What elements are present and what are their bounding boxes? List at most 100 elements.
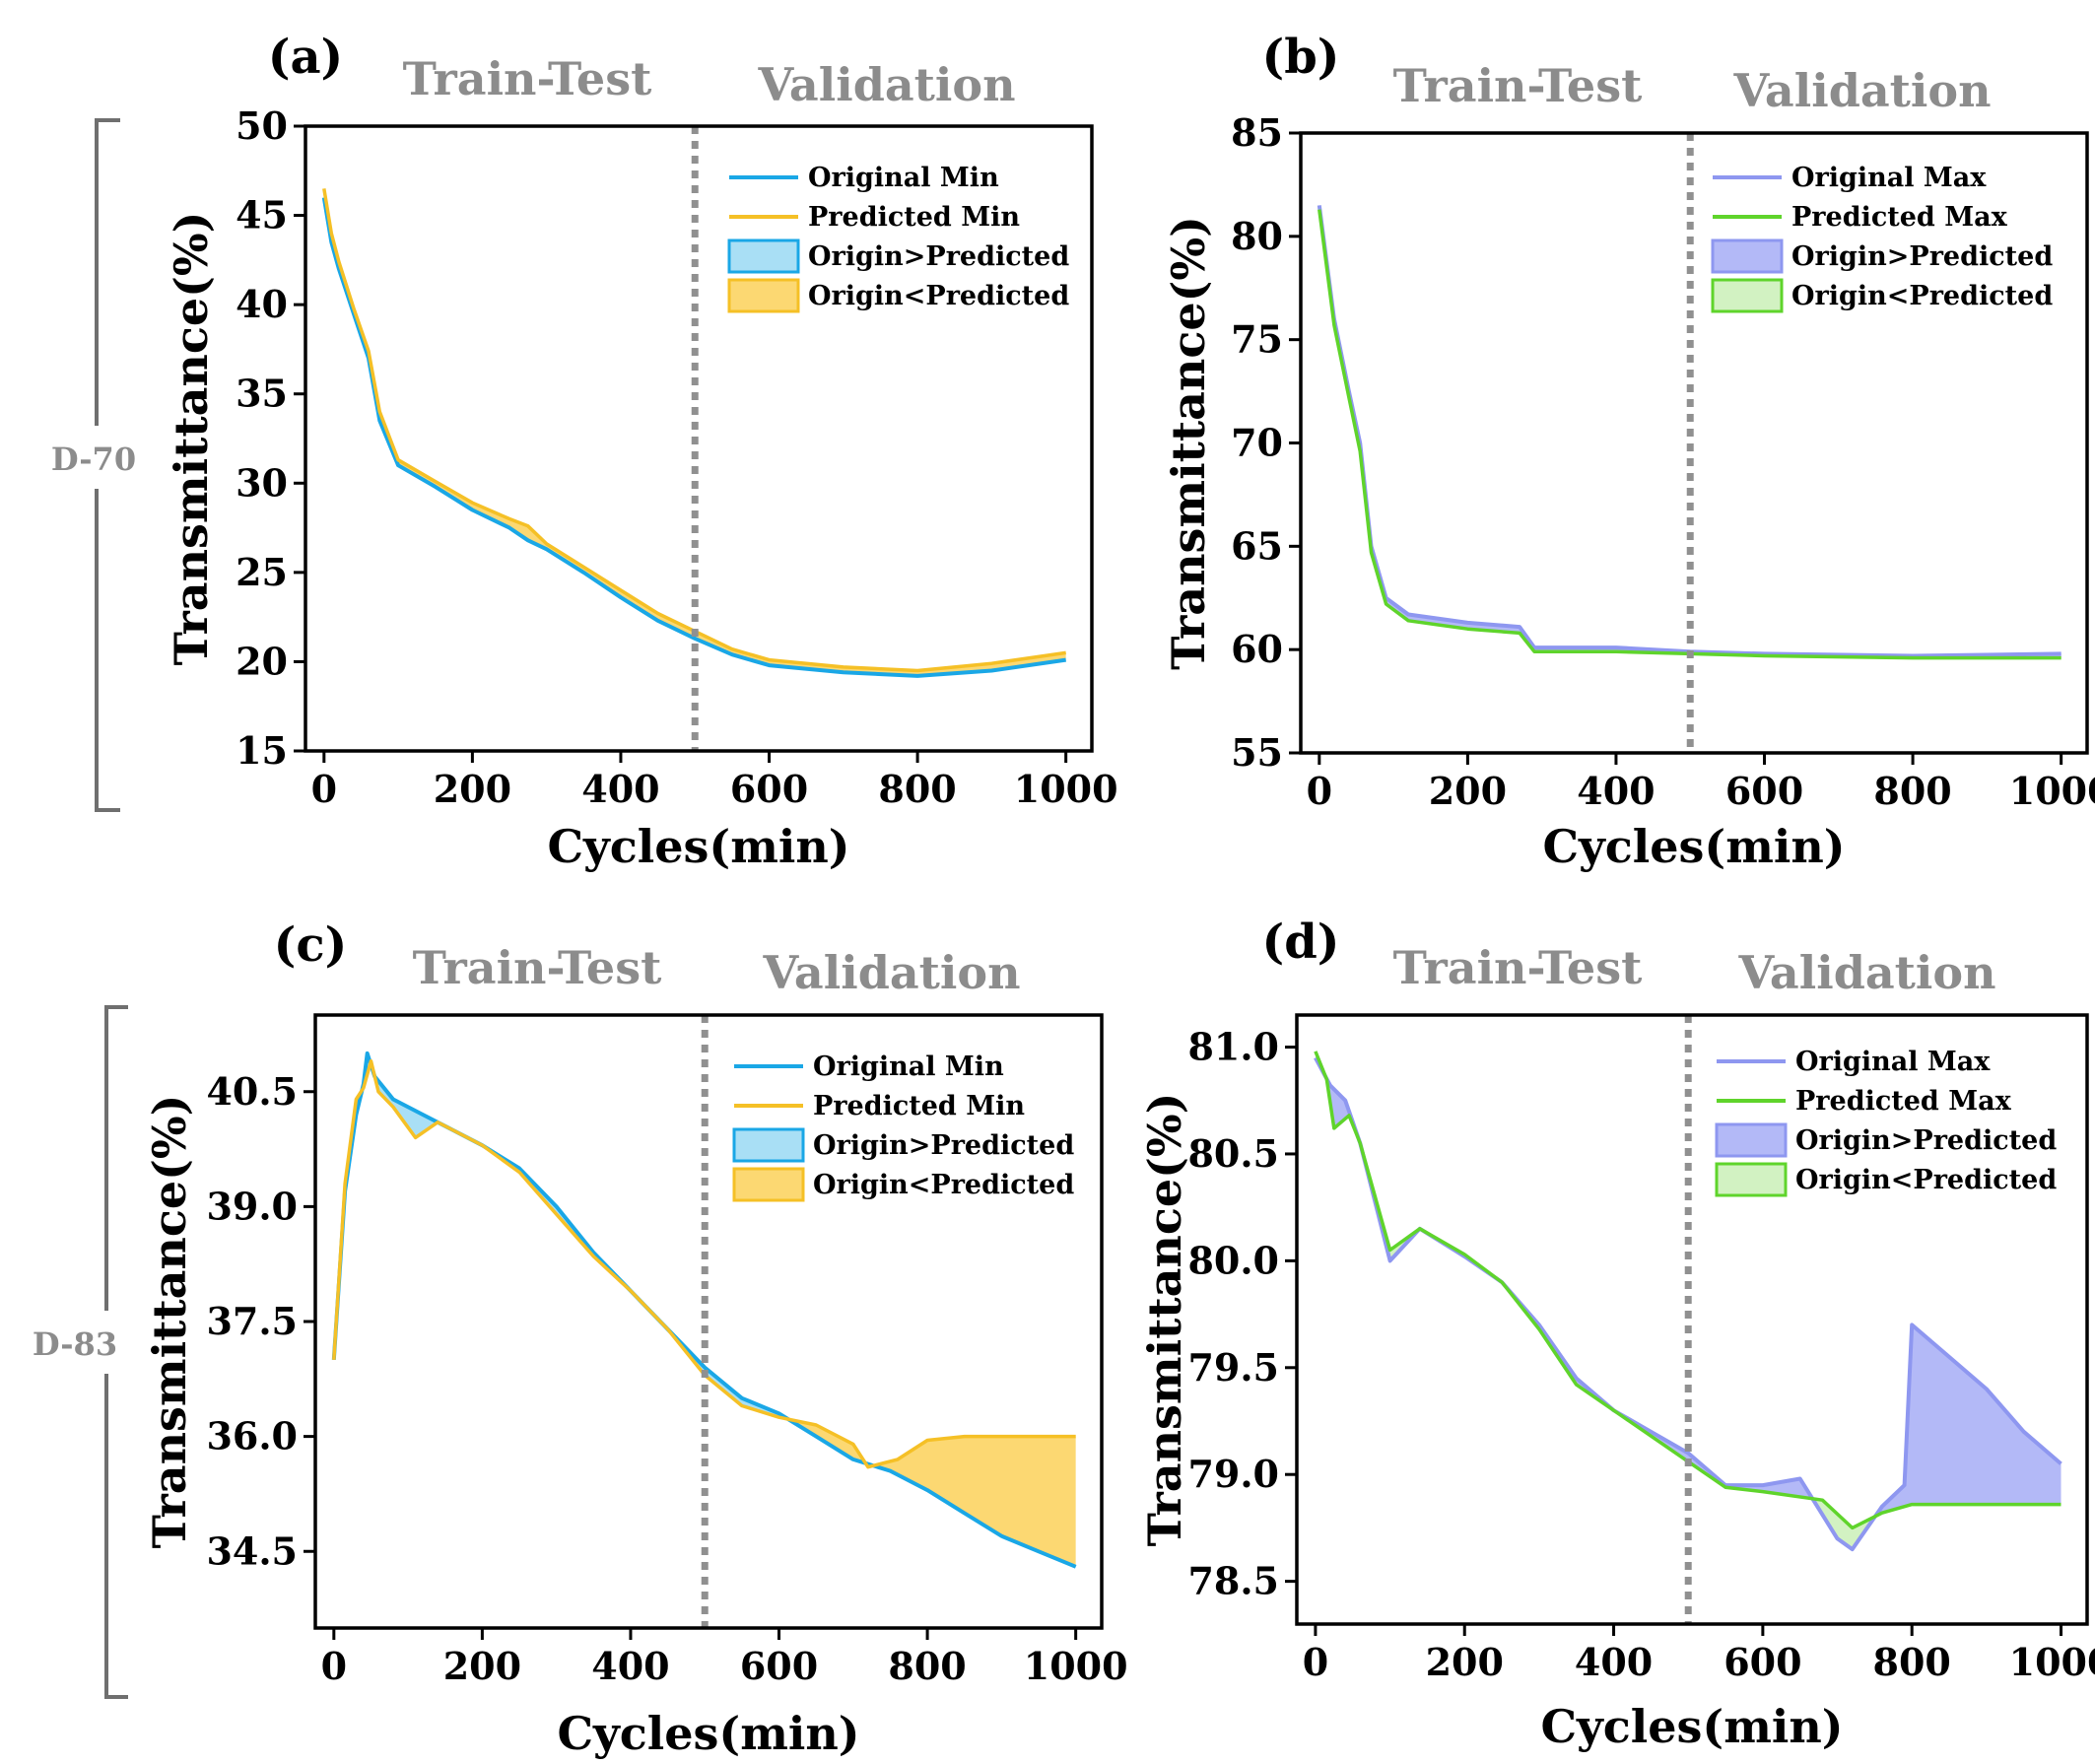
series-line-predicted	[322, 188, 1066, 673]
region-label-validation: Validation	[757, 58, 1015, 111]
legend-label: Original Max	[1791, 163, 1987, 193]
x-axis-label: Cycles(min)	[1540, 1700, 1843, 1753]
x-tick-label: 600	[740, 1644, 818, 1688]
x-axis-label: Cycles(min)	[547, 820, 849, 873]
x-tick-label: 200	[434, 767, 511, 811]
x-tick-label: 800	[1873, 769, 1951, 813]
x-tick-label: 400	[581, 767, 659, 811]
y-axis-label: Transmittance(%)	[143, 1095, 196, 1549]
legend-swatch-origin-greater	[1711, 238, 1784, 274]
y-tick-label: 60	[1231, 627, 1283, 671]
legend-swatch-origin-less	[1711, 278, 1784, 313]
group-label-d70: D-70	[51, 441, 136, 478]
chart-panel-a: (a) Train-Test Validation 0 200 400 600 800 1000…	[165, 30, 1118, 873]
y-tick-label: 35	[236, 372, 288, 416]
chart-panel-c: (c) Train-Test Validation 0 200 400 600 800 1000…	[143, 917, 1128, 1760]
fill-origin-less	[1315, 1051, 1875, 1550]
y-tick-label: 45	[236, 193, 288, 237]
series-line-predicted	[1314, 1051, 2061, 1530]
x-tick-label: 800	[888, 1644, 966, 1688]
fill-origin-less	[333, 1060, 1076, 1567]
legend-label: Origin>Predicted	[808, 241, 1069, 272]
y-axis-label: Transmittance(%)	[165, 212, 218, 666]
legend: Original Max Predicted Max Origin>Predicte…	[1715, 1047, 2057, 1197]
y-tick-label: 75	[1231, 317, 1283, 362]
legend-label: Origin<Predicted	[1795, 1165, 2057, 1195]
region-label-validation: Validation	[1732, 64, 1991, 117]
group-label-d83: D-83	[33, 1325, 117, 1363]
y-tick-label: 81.0	[1187, 1025, 1279, 1069]
legend: Original Max Predicted Max Origin>Predicte…	[1711, 163, 2053, 313]
x-tick-label: 600	[1725, 769, 1803, 813]
region-label-validation: Validation	[1737, 946, 1995, 999]
x-axis-label: Cycles(min)	[1542, 820, 1845, 873]
y-tick-label: 65	[1231, 523, 1283, 568]
y-tick-label: 20	[236, 639, 288, 683]
legend-swatch-origin-greater	[727, 238, 800, 274]
y-tick-label: 15	[236, 728, 288, 773]
x-axis-label: Cycles(min)	[557, 1707, 859, 1760]
fill-origin-greater	[363, 1052, 872, 1467]
x-tick-label: 0	[1307, 769, 1332, 813]
region-label-train-test: Train-Test	[1393, 59, 1643, 112]
region-label-validation: Validation	[762, 946, 1020, 999]
y-tick-label: 80.5	[1187, 1131, 1279, 1176]
fill-origin-greater	[1326, 1078, 2061, 1518]
x-tick-label: 1000	[2009, 769, 2095, 813]
y-tick-label: 36.0	[206, 1414, 298, 1459]
x-tick-label: 0	[321, 1644, 347, 1688]
y-tick-label: 37.5	[206, 1299, 298, 1343]
y-tick-label: 80.0	[1187, 1238, 1279, 1282]
x-tick-label: 1000	[1024, 1644, 1128, 1688]
legend-swatch-origin-less	[732, 1167, 805, 1202]
series-line-predicted	[332, 1058, 1076, 1469]
panel-letter: (a)	[268, 30, 344, 85]
region-label-train-test: Train-Test	[1393, 941, 1643, 994]
x-tick-label: 1000	[1014, 767, 1118, 811]
legend-label: Origin>Predicted	[1791, 241, 2053, 272]
panel-letter: (c)	[274, 917, 348, 973]
legend-swatch-origin-greater	[732, 1127, 805, 1163]
x-tick-label: 400	[1577, 769, 1655, 813]
y-tick-label: 80	[1231, 214, 1283, 258]
region-label-train-test: Train-Test	[403, 52, 652, 105]
legend-label: Origin<Predicted	[813, 1170, 1074, 1200]
chart-panel-b: (b) Train-Test Validation 0 200 400 600 800 1000…	[1162, 30, 2095, 873]
y-tick-label: 85	[1231, 110, 1283, 155]
y-tick-label: 40.5	[206, 1069, 298, 1114]
x-tick-label: 400	[1575, 1640, 1653, 1684]
panel-letter: (b)	[1262, 30, 1340, 85]
x-tick-label: 800	[1873, 1640, 1951, 1684]
legend: Original Min Predicted Min Origin>Predicte…	[727, 163, 1069, 313]
group-bracket-d70: D-70	[30, 118, 158, 812]
x-tick-label: 400	[591, 1644, 669, 1688]
x-tick-label: 200	[443, 1644, 521, 1688]
y-tick-label: 50	[236, 103, 288, 148]
x-tick-label: 200	[1429, 769, 1507, 813]
legend-label: Origin<Predicted	[1791, 281, 2053, 311]
x-tick-label: 1000	[2009, 1640, 2095, 1684]
region-label-train-test: Train-Test	[413, 941, 662, 994]
legend: Original Min Predicted Min Origin>Predicte…	[732, 1052, 1074, 1202]
x-tick-label: 600	[1723, 1640, 1801, 1684]
panel-letter: (d)	[1262, 915, 1340, 970]
legend-label: Predicted Max	[1795, 1086, 2012, 1117]
series-line-original	[321, 197, 1066, 678]
y-tick-label: 40	[236, 282, 288, 326]
y-tick-label: 34.5	[206, 1528, 298, 1573]
y-tick-label: 55	[1231, 730, 1283, 775]
y-tick-label: 79.5	[1187, 1345, 1279, 1390]
y-tick-label: 30	[236, 460, 288, 505]
legend-label: Predicted Min	[813, 1091, 1025, 1121]
y-axis-label: Transmittance(%)	[1162, 216, 1215, 670]
series-line-original	[1314, 1056, 2062, 1552]
plot-frame	[1295, 1013, 2089, 1626]
legend-label: Origin>Predicted	[813, 1130, 1074, 1161]
legend-swatch-origin-less	[1715, 1162, 1788, 1197]
legend-label: Predicted Max	[1791, 202, 2008, 233]
legend-label: Predicted Min	[808, 202, 1020, 233]
x-tick-label: 0	[1303, 1640, 1328, 1684]
plot-frame	[304, 124, 1094, 753]
y-tick-label: 70	[1231, 421, 1283, 465]
